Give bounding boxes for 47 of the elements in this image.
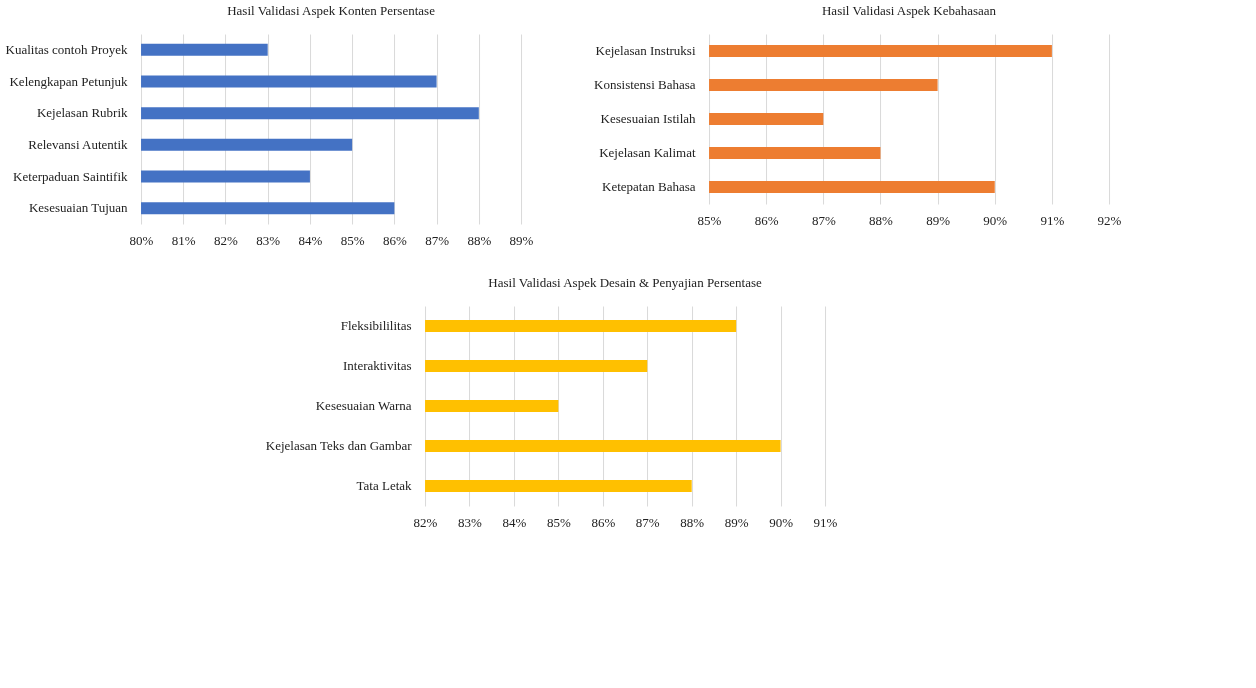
x-tick-label: 82%	[214, 232, 239, 248]
x-tick-label: 85%	[340, 232, 365, 248]
x-tick-label: 88%	[467, 232, 492, 248]
x-tick-label: 80%	[129, 232, 154, 248]
y-tick-label: Kualitas contoh Proyek	[5, 41, 129, 57]
x-tick-label: 90%	[769, 514, 794, 530]
y-tick-label: Kejelasan Rubrik	[36, 105, 129, 121]
x-tick-label: 89%	[724, 514, 749, 530]
y-tick-label: Kejelasan Teks dan Gambar	[265, 438, 413, 453]
y-tick-label: Kejelasan Instruksi	[595, 43, 696, 58]
y-tick-label: Relevansi Autentik	[28, 136, 129, 152]
x-tick-label: 87%	[425, 232, 450, 248]
y-tick-label: Kesesuaian Warna	[315, 398, 412, 413]
x-tick-label: 91%	[1040, 212, 1065, 228]
x-tick-label: 82%	[413, 514, 438, 530]
y-tick-label: Kejelasan Kalimat	[599, 145, 696, 160]
chart-title: Hasil Validasi Aspek Konten Persentase	[227, 3, 436, 18]
y-tick-label: Keterpaduan Saintifik	[13, 168, 129, 184]
x-tick-label: 91%	[813, 514, 838, 530]
y-tick-label: Ketepatan Bahasa	[602, 179, 696, 194]
x-tick-label: 88%	[680, 514, 705, 530]
x-tick-label: 89%	[926, 212, 951, 228]
x-tick-label: 87%	[811, 212, 836, 228]
x-tick-label: 86%	[382, 232, 407, 248]
x-tick-label: 89%	[509, 232, 534, 248]
x-tick-label: 81%	[171, 232, 196, 248]
x-tick-label: 87%	[635, 514, 660, 530]
x-tick-label: 83%	[256, 232, 281, 248]
y-tick-label: Tata Letak	[356, 478, 413, 493]
x-tick-label: 90%	[983, 212, 1008, 228]
x-tick-label: 85%	[697, 212, 722, 228]
chart-title: Hasil Validasi Aspek Desain & Penyajian Persentase	[488, 275, 762, 290]
chart-title: Hasil Validasi Aspek Kebahasaan	[821, 3, 997, 18]
y-tick-label: Kesesuaian Tujuan	[28, 200, 129, 216]
y-tick-label: Interaktivitas	[342, 358, 412, 373]
x-tick-label: 86%	[754, 212, 779, 228]
x-tick-label: 88%	[869, 212, 894, 228]
x-tick-label: 84%	[298, 232, 323, 248]
x-tick-label: 83%	[458, 514, 483, 530]
x-tick-label: 86%	[591, 514, 616, 530]
y-tick-label: Kelengkapan Petunjuk	[9, 73, 129, 89]
x-tick-label: 84%	[502, 514, 527, 530]
y-tick-label: Fleksibililitas	[340, 318, 412, 333]
x-tick-label: 92%	[1097, 212, 1122, 228]
x-tick-label: 85%	[546, 514, 571, 530]
y-tick-label: Konsistensi Bahasa	[594, 77, 696, 92]
y-tick-label: Kesesuaian Istilah	[600, 111, 697, 126]
